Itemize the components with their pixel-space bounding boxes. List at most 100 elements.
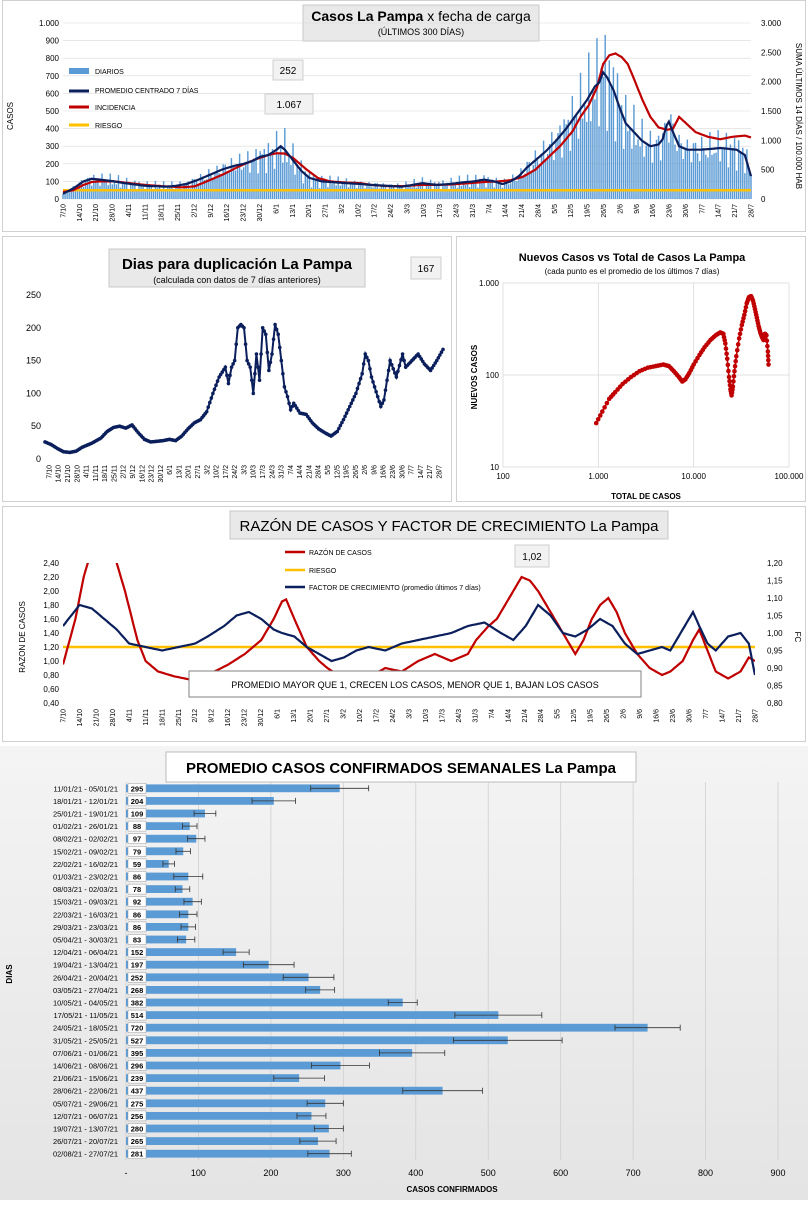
bar-diarios xyxy=(257,173,259,199)
value-label-box xyxy=(127,1098,147,1109)
point-duplicacion xyxy=(282,385,287,389)
bar-diarios xyxy=(277,152,280,199)
bar-diarios xyxy=(440,190,442,199)
annotation-diarios: 252 xyxy=(280,66,297,77)
y-tick-label: 0,60 xyxy=(43,685,59,694)
x-tick-label: 30/12 xyxy=(158,465,165,483)
x-tick-label: 30/12 xyxy=(258,709,265,727)
bar xyxy=(126,1099,326,1108)
bar-diarios xyxy=(592,89,594,199)
value-label: 239 xyxy=(131,1074,144,1083)
bar-diarios xyxy=(101,173,103,199)
y-tick-label: 0 xyxy=(36,454,41,464)
x-tick-label: 9/6 xyxy=(371,465,378,475)
bar-diarios xyxy=(495,177,498,199)
value-label: 720 xyxy=(131,1024,144,1033)
value-label-box xyxy=(127,959,147,970)
y2-tick-label: 0,95 xyxy=(767,647,783,656)
bar-diarios xyxy=(214,172,216,199)
bar xyxy=(126,1011,499,1020)
bar-diarios xyxy=(82,186,85,199)
point-duplicacion xyxy=(388,358,392,363)
x-tick-label: 26/5 xyxy=(604,709,611,723)
point-duplicacion xyxy=(228,373,232,378)
bar-diarios xyxy=(160,189,163,199)
scatter-point xyxy=(732,368,737,374)
value-label: 265 xyxy=(131,1137,144,1146)
bar-diarios xyxy=(296,164,298,199)
bar-diarios xyxy=(201,176,204,199)
bar-diarios xyxy=(641,118,643,199)
x-tick-label: 16/6 xyxy=(650,204,657,218)
x-tick-label: 2/6 xyxy=(621,709,628,719)
scatter-point xyxy=(604,400,610,406)
x-tick-label: 2/12 xyxy=(191,204,198,218)
point-duplicacion xyxy=(360,371,364,376)
x-tick-label: 12/5 xyxy=(334,465,341,479)
x-tick-label: 17/2 xyxy=(373,709,380,723)
point-duplicacion xyxy=(341,417,346,422)
weekly-average-panel: PROMEDIO CASOS CONFIRMADOS SEMANALES La … xyxy=(0,746,808,1200)
bar-diarios xyxy=(208,169,210,199)
point-duplicacion xyxy=(351,398,355,402)
x-axis-label: TOTAL DE CASOS xyxy=(611,492,681,501)
bar-diarios xyxy=(370,186,372,199)
scatter-point xyxy=(726,368,731,374)
bar-diarios xyxy=(226,172,229,199)
point-duplicacion xyxy=(231,362,235,366)
bar-diarios xyxy=(649,130,652,199)
bar-diarios xyxy=(128,189,130,199)
x-tick-label: 28/7 xyxy=(748,204,755,218)
bar-diarios xyxy=(682,159,684,199)
bar-diarios xyxy=(173,190,175,199)
point-duplicacion xyxy=(386,368,391,373)
x-tick-label: 7/4 xyxy=(489,709,496,719)
bar-diarios xyxy=(415,187,417,199)
bar-diarios xyxy=(477,187,479,199)
bar-diarios xyxy=(312,174,315,199)
x-tick-label: 7/4 xyxy=(288,465,295,475)
y-tick-label: 400 xyxy=(46,125,60,134)
bar-diarios xyxy=(530,170,532,199)
x-tick-label: 17/2 xyxy=(223,465,230,479)
bar-diarios xyxy=(423,188,426,199)
x-tick-label: 14/4 xyxy=(503,204,510,218)
y-tick-label: 1.000 xyxy=(479,279,500,288)
bar-diarios xyxy=(678,134,680,199)
bar-diarios xyxy=(559,125,561,199)
x-tick-label: 7/10 xyxy=(46,465,53,479)
point-duplicacion xyxy=(254,352,259,356)
x-tick-label: 14/10 xyxy=(77,709,84,727)
value-label: 152 xyxy=(131,948,144,957)
bar-diarios xyxy=(614,141,617,199)
bar-diarios xyxy=(152,190,155,199)
point-duplicacion xyxy=(377,399,382,404)
scatter-point xyxy=(724,356,730,362)
annotation-box xyxy=(410,256,442,280)
x-tick-label: 21/7 xyxy=(427,465,434,479)
bar-diarios xyxy=(279,145,282,199)
point-duplicacion xyxy=(355,386,360,391)
y2-tick-label: 0 xyxy=(761,195,766,204)
bar-diarios xyxy=(86,177,89,199)
bar-diarios xyxy=(372,187,374,199)
y-tick-label: 100 xyxy=(26,388,41,398)
value-label: 437 xyxy=(131,1087,144,1096)
y-tick-label: 1,80 xyxy=(43,601,59,610)
category-label: 26/07/21 - 20/07/21 xyxy=(53,1137,118,1146)
bar-diarios xyxy=(388,184,391,199)
y-tick-label: 1.000 xyxy=(39,19,60,28)
bar-diarios xyxy=(220,176,222,199)
bar-diarios xyxy=(419,184,422,199)
legend: RAZÓN DE CASOS RIESGO FACTOR DE CRECIMIE… xyxy=(281,545,497,595)
bar-diarios xyxy=(750,175,752,199)
point-duplicacion xyxy=(354,391,358,396)
bar-diarios xyxy=(598,126,600,199)
y-tick-label: 1,40 xyxy=(43,629,59,638)
bar xyxy=(126,1111,312,1120)
value-label-box xyxy=(127,1110,147,1122)
bar-diarios xyxy=(99,185,101,199)
bar-diarios xyxy=(123,184,126,199)
value-label: 268 xyxy=(131,986,144,995)
category-label: 03/05/21 - 27/04/21 xyxy=(53,986,118,995)
